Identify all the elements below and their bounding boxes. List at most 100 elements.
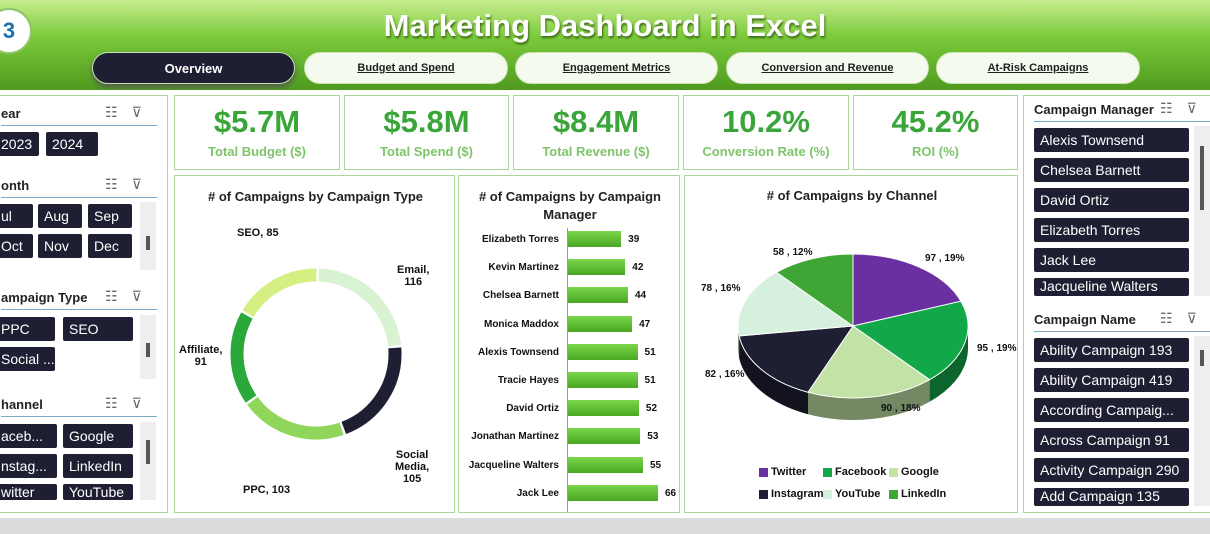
slicer-item-campaign[interactable]: Add Campaign 135 xyxy=(1034,488,1189,506)
slicer-item-facebook[interactable]: aceb... xyxy=(0,424,57,448)
multi-select-icon[interactable]: ☷ xyxy=(105,395,118,411)
pie-slice-facebook[interactable] xyxy=(851,300,969,381)
kpi-label: Total Budget ($) xyxy=(208,144,306,159)
slicer-item-youtube[interactable]: YouTube xyxy=(63,484,133,500)
slicer-item-2023[interactable]: 2023 xyxy=(0,132,39,156)
scrollbar[interactable] xyxy=(1194,336,1210,506)
data-label-affiliate: Affiliate, 91 xyxy=(179,344,223,368)
data-label-linkedin: 58 , 12% xyxy=(773,247,813,258)
bar-category-label: Jack Lee xyxy=(516,487,559,499)
tab-at-risk-campaigns[interactable]: At-Risk Campaigns xyxy=(936,52,1140,84)
pie-slice-linkedin[interactable] xyxy=(775,253,854,327)
donut-slice-email[interactable] xyxy=(318,268,402,347)
pie-slice-youtube[interactable] xyxy=(737,271,855,337)
slicer-item-dec[interactable]: Dec xyxy=(88,234,132,258)
slicer-item-aug[interactable]: Aug xyxy=(38,204,82,228)
bar-jack-lee[interactable] xyxy=(568,484,658,501)
clear-filter-icon[interactable]: ⊽ xyxy=(131,176,142,192)
pie-slice-instagram[interactable] xyxy=(738,325,855,393)
bar-axis xyxy=(567,228,568,512)
tab-conversion-and-revenue[interactable]: Conversion and Revenue xyxy=(726,52,929,84)
kpi-total-revenue: $8.4M Total Revenue ($) xyxy=(513,95,679,170)
scrollbar[interactable] xyxy=(1194,126,1210,296)
slicer-item-twitter[interactable]: witter xyxy=(0,484,57,500)
donut-slice-affiliate[interactable] xyxy=(230,312,257,403)
slicer-item-campaign[interactable]: Ability Campaign 193 xyxy=(1034,338,1189,362)
bar-category-label: Jonathan Martinez xyxy=(471,431,559,443)
bar-chelsea-barnett[interactable] xyxy=(568,287,628,304)
slicer-item-2024[interactable]: 2024 xyxy=(46,132,98,156)
pie-slice-twitter[interactable] xyxy=(852,253,962,327)
slicer-item-oct[interactable]: Oct xyxy=(0,234,33,258)
donut-chart xyxy=(230,268,402,440)
slicer-item-manager[interactable]: David Ortiz xyxy=(1034,188,1189,212)
multi-select-icon[interactable]: ☷ xyxy=(1160,310,1173,326)
clear-filter-icon[interactable]: ⊽ xyxy=(1186,310,1197,326)
dashboard-title: Marketing Dashboard in Excel xyxy=(383,8,827,43)
multi-select-icon[interactable]: ☷ xyxy=(105,176,118,192)
bar-category-label: Monica Maddox xyxy=(483,318,559,330)
slicer-item-campaign[interactable]: According Campaig... xyxy=(1034,398,1189,422)
chart-channel-panel: # of Campaigns by Channel 97 , 19% 95 , … xyxy=(684,175,1018,513)
clear-filter-icon[interactable]: ⊽ xyxy=(1186,100,1197,116)
bar-tracie-hayes[interactable] xyxy=(568,372,638,388)
bar-david-ortiz[interactable] xyxy=(568,400,639,417)
kpi-total-spend: $5.8M Total Spend ($) xyxy=(344,95,509,170)
bar-jonathan-martinez[interactable] xyxy=(568,428,641,445)
bar-monica-maddox[interactable] xyxy=(568,315,633,332)
data-label-facebook: 95 , 19% xyxy=(977,343,1017,354)
kpi-label: ROI (%) xyxy=(912,144,959,159)
slicer-item-google[interactable]: Google xyxy=(63,424,133,448)
bar-elizabeth-torres[interactable] xyxy=(568,231,622,247)
scrollbar[interactable] xyxy=(140,422,156,500)
slicer-item-manager[interactable]: Jack Lee xyxy=(1034,248,1189,272)
multi-select-icon[interactable]: ☷ xyxy=(1160,100,1173,116)
pie-side-facebook xyxy=(929,326,968,402)
slicer-item-sep[interactable]: Sep xyxy=(88,204,132,228)
pie-slice-google[interactable] xyxy=(807,325,931,399)
slicer-item-social[interactable]: Social ... xyxy=(0,347,55,371)
divider xyxy=(1034,121,1210,122)
bar-value-label: 47 xyxy=(639,318,651,330)
scrollbar[interactable] xyxy=(140,315,156,379)
slicer-item-seo[interactable]: SEO xyxy=(63,317,133,341)
clear-filter-icon[interactable]: ⊽ xyxy=(131,104,142,120)
donut-slice-seo[interactable] xyxy=(242,268,317,318)
donut-slice-social-media[interactable] xyxy=(341,347,402,435)
slicer-item-nov[interactable]: Nov xyxy=(38,234,82,258)
slicer-item-linkedin[interactable]: LinkedIn xyxy=(63,454,133,478)
multi-select-icon[interactable]: ☷ xyxy=(105,104,118,120)
tab-overview[interactable]: Overview xyxy=(92,52,295,84)
bar-value-label: 39 xyxy=(628,234,640,245)
slicer-item-instagram[interactable]: nstag... xyxy=(0,454,57,478)
slicer-item-campaign[interactable]: Activity Campaign 290 xyxy=(1034,458,1189,482)
clear-filter-icon[interactable]: ⊽ xyxy=(131,288,142,304)
data-label-instagram: 82 , 16% xyxy=(705,369,745,380)
kpi-label: Conversion Rate (%) xyxy=(702,144,830,159)
kpi-value: $5.8M xyxy=(383,104,470,139)
slicer-item-manager[interactable]: Elizabeth Torres xyxy=(1034,218,1189,242)
slicer-channel-icons: ☷ ⊽ xyxy=(105,395,142,412)
data-label-email: Email, 116 xyxy=(397,264,430,288)
slicer-item-manager[interactable]: Jacqueline Walters xyxy=(1034,278,1189,296)
bar-category-label: David Ortiz xyxy=(506,403,559,415)
bar-kevin-martinez[interactable] xyxy=(568,259,626,276)
clear-filter-icon[interactable]: ⊽ xyxy=(131,395,142,411)
chart-title: # of Campaigns by Campaign Type xyxy=(207,189,424,204)
slicer-item-manager[interactable]: Chelsea Barnett xyxy=(1034,158,1189,182)
kpi-total-budget: $5.7M Total Budget ($) xyxy=(174,95,340,170)
scrollbar[interactable] xyxy=(140,202,156,270)
bar-alexis-townsend[interactable] xyxy=(568,343,638,360)
tab-engagement-metrics[interactable]: Engagement Metrics xyxy=(515,52,718,84)
slicer-item-manager[interactable]: Alexis Townsend xyxy=(1034,128,1189,152)
donut-slice-ppc[interactable] xyxy=(247,396,344,440)
tab-budget-and-spend[interactable]: Budget and Spend xyxy=(304,52,508,84)
slicer-item-campaign[interactable]: Across Campaign 91 xyxy=(1034,428,1189,452)
multi-select-icon[interactable]: ☷ xyxy=(105,288,118,304)
slicer-item-jul[interactable]: ul xyxy=(0,204,33,228)
slicer-item-campaign[interactable]: Ability Campaign 419 xyxy=(1034,368,1189,392)
legend-linkedin: LinkedIn xyxy=(889,488,946,500)
slicer-month-icons: ☷ ⊽ xyxy=(105,176,142,193)
slicer-item-ppc[interactable]: PPC xyxy=(0,317,55,341)
bar-jacqueline-walters[interactable] xyxy=(568,456,643,473)
